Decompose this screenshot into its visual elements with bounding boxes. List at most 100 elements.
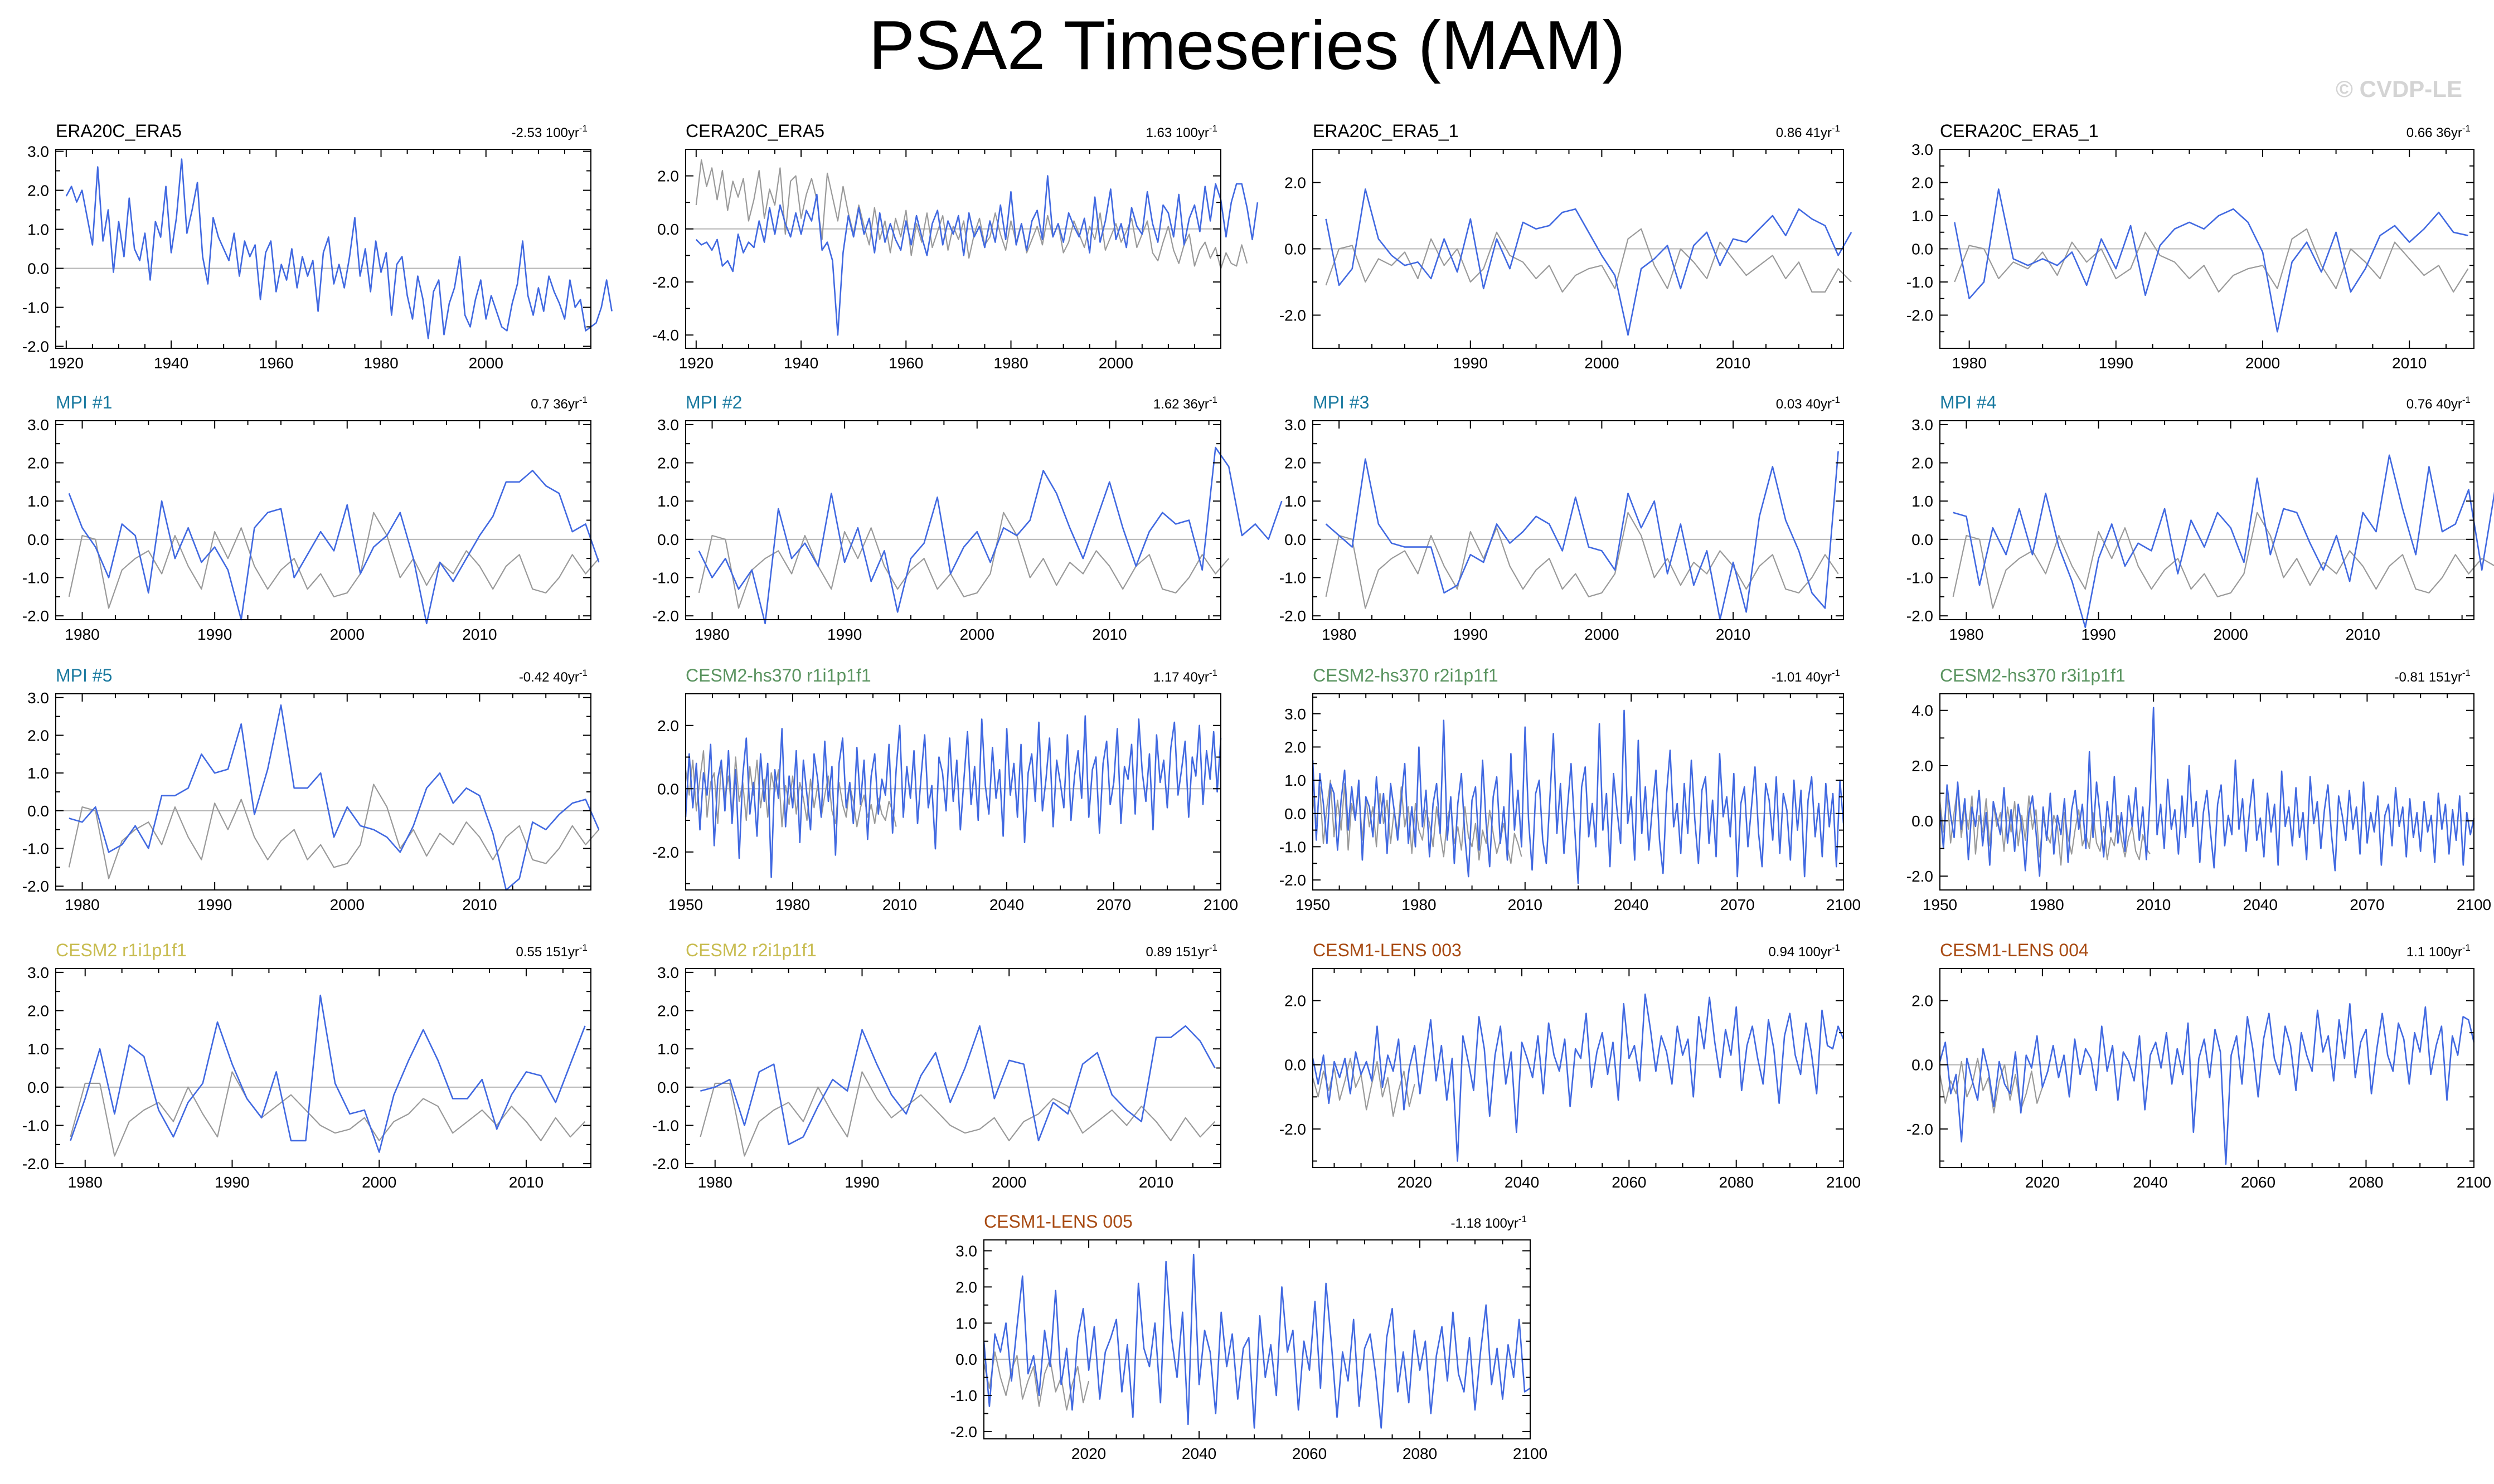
y-tick-label: 1.0 (27, 765, 49, 782)
y-tick-label: 0.0 (1284, 531, 1306, 548)
y-tick-label: 1.0 (27, 493, 49, 510)
x-tick-label: 2000 (2214, 626, 2248, 643)
y-tick-label: -2.0 (950, 1423, 977, 1441)
trend-exponent: -1 (1518, 1214, 1527, 1224)
y-tick-label: 0.0 (1911, 1057, 1933, 1074)
trend-exponent: -1 (1209, 668, 1217, 678)
x-tick-label: 1950 (1923, 896, 1957, 913)
x-tick-label: 1980 (993, 354, 1028, 372)
trend-value: 0.7 36yr (531, 397, 579, 412)
observation-series-line (1952, 512, 2494, 609)
observation-series-line (1312, 1058, 1415, 1117)
plot-frame (55, 968, 591, 1168)
trend-exponent: -1 (1832, 395, 1840, 405)
trend-exponent: -1 (1832, 942, 1840, 953)
chart-panel: CESM2-hs370 r3i1p1f1 -0.81 151yr-1 1950 198… (1906, 665, 2491, 913)
x-tick-label: 2020 (2025, 1174, 2060, 1191)
x-tick-label: 1990 (215, 1174, 249, 1191)
y-tick-label: 2.0 (27, 1003, 49, 1020)
y-tick-label: 0.0 (1284, 241, 1306, 258)
trend-value: 0.94 100yr (1768, 945, 1831, 960)
y-tick-label: 3.0 (1284, 705, 1306, 723)
x-tick-label: 2010 (1508, 896, 1542, 913)
x-tick-label: 2040 (1614, 896, 1648, 913)
x-tick-label: 1980 (1401, 896, 1436, 913)
plot-frame (55, 420, 591, 620)
x-tick-label: 2080 (1719, 1174, 1754, 1191)
y-tick-label: -2.0 (22, 1155, 49, 1172)
y-tick-label: -1.0 (22, 1117, 49, 1134)
x-tick-label: 1940 (784, 354, 818, 372)
x-tick-label: 2000 (960, 626, 994, 643)
y-tick-label: 3.0 (1911, 416, 1933, 434)
y-tick-label: -2.0 (652, 274, 679, 291)
trend-value: 0.89 151yr (1146, 945, 1209, 960)
trend-exponent: -1 (1209, 123, 1217, 134)
y-tick-label: 1.0 (1284, 493, 1306, 510)
trend-label: -1.01 40yr-1 (1772, 668, 1840, 685)
x-tick-label: 2000 (330, 626, 365, 643)
y-tick-label: 2.0 (27, 182, 49, 200)
panel-title: CESM2 r2i1p1f1 (686, 940, 817, 960)
y-tick-label: 2.0 (1911, 174, 1933, 192)
trend-label: -2.53 100yr-1 (511, 123, 588, 140)
plot-frame (685, 420, 1221, 620)
simulation-series-line (1954, 188, 2468, 333)
plot-frame (1939, 968, 2474, 1168)
chart-panel: CESM2 r1i1p1f1 0.55 151yr-1 1980 1990 2000 20… (22, 940, 591, 1191)
panel-title: CESM2-hs370 r3i1p1f1 (1940, 665, 2126, 685)
y-tick-label: -1.0 (22, 840, 49, 858)
x-tick-label: 2100 (1826, 1174, 1861, 1191)
chart-panel: MPI #4 0.76 40yr-1 1980 1990 2000 2010 -2.0 -1.… (1906, 392, 2494, 643)
panel-title: ERA20C_ERA5 (56, 121, 182, 141)
trend-exponent: -1 (2462, 668, 2471, 678)
simulation-series-line (70, 994, 586, 1153)
y-tick-label: -2.0 (1279, 607, 1306, 625)
trend-label: 0.66 36yr-1 (2406, 123, 2471, 140)
x-tick-label: 2000 (362, 1174, 396, 1191)
y-tick-label: 0.0 (27, 260, 49, 278)
x-tick-label: 2040 (1505, 1174, 1539, 1191)
chart-panel: ERA20C_ERA5 -2.53 100yr-1 1920 1940 1960 1980… (22, 121, 613, 372)
x-tick-label: 2000 (330, 896, 365, 913)
x-tick-label: 1980 (695, 626, 729, 643)
trend-label: 0.55 151yr-1 (516, 942, 588, 960)
trend-label: -0.81 151yr-1 (2394, 668, 2471, 685)
y-tick-label: 1.0 (657, 493, 679, 510)
x-tick-label: 2080 (2349, 1174, 2383, 1191)
x-tick-label: 1990 (197, 626, 232, 643)
y-tick-label: 2.0 (27, 727, 49, 744)
y-tick-label: -2.0 (22, 338, 49, 356)
panel-title: MPI #5 (56, 665, 112, 685)
trend-label: 0.76 40yr-1 (2406, 395, 2471, 412)
y-tick-label: 0.0 (27, 1079, 49, 1096)
chart-panel: CESM1-LENS 005 -1.18 100yr-1 2020 2040 2060 2… (950, 1211, 1547, 1462)
page-title: PSA2 Timeseries (MAM) (868, 7, 1626, 84)
y-tick-label: 3.0 (1911, 141, 1933, 158)
x-tick-label: 2040 (2133, 1174, 2167, 1191)
y-tick-label: -1.0 (950, 1387, 977, 1404)
y-tick-label: -1.0 (22, 299, 49, 317)
y-tick-label: -1.0 (652, 1117, 679, 1134)
simulation-series-line (698, 446, 1283, 625)
trend-label: -0.42 40yr-1 (519, 668, 588, 685)
y-tick-label: -2.0 (652, 607, 679, 625)
x-tick-label: 2000 (1584, 626, 1619, 643)
x-tick-label: 2010 (2346, 626, 2380, 643)
y-tick-label: 0.0 (657, 780, 679, 797)
observation-series-line (983, 1351, 1090, 1411)
simulation-series-line (1312, 709, 1845, 884)
y-tick-label: 2.0 (657, 1003, 679, 1020)
x-tick-label: 1990 (2081, 626, 2115, 643)
x-tick-label: 2010 (462, 896, 497, 913)
x-tick-label: 1980 (2029, 896, 2064, 913)
x-tick-label: 2100 (1513, 1445, 1547, 1462)
y-tick-label: 2.0 (657, 168, 679, 185)
y-tick-label: -1.0 (652, 569, 679, 586)
observation-series-line (695, 159, 1248, 270)
trend-value: 1.1 100yr (2406, 945, 2462, 960)
y-tick-label: 0.0 (27, 531, 49, 548)
x-tick-label: 2100 (2457, 1174, 2491, 1191)
chart-panel: CESM1-LENS 003 0.94 100yr-1 2020 2040 2060 20… (1279, 940, 1861, 1191)
trend-value: 0.55 151yr (516, 945, 579, 960)
